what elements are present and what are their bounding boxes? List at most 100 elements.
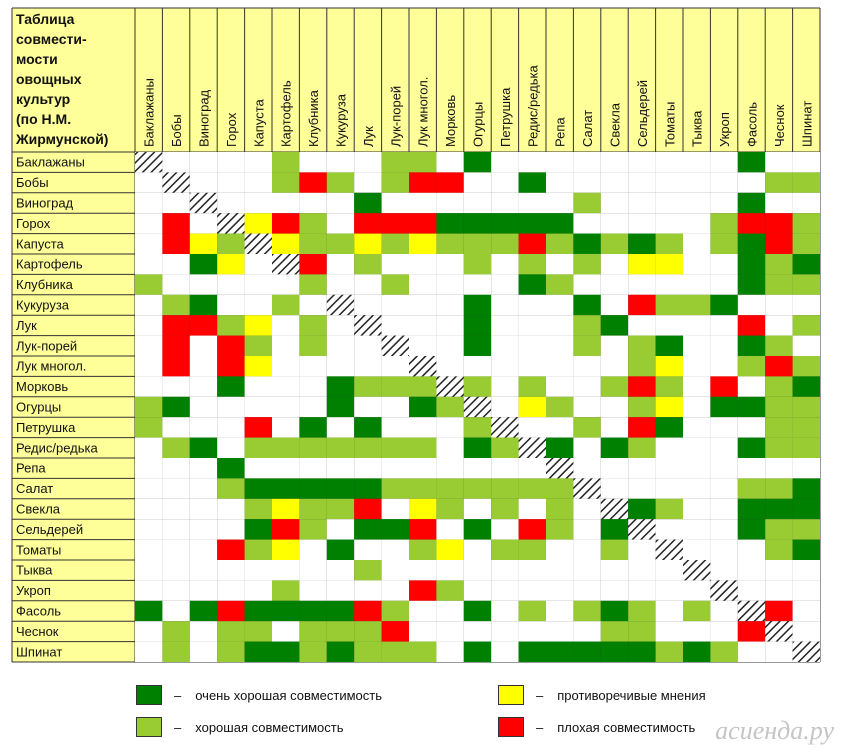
cell-21-15	[518, 560, 546, 581]
cell-6-20	[655, 254, 683, 275]
cell-3-4	[217, 192, 245, 214]
cell-13-21	[683, 396, 711, 418]
cell-19-7	[299, 519, 327, 540]
cell-12-19	[628, 376, 656, 397]
cell-23-10	[381, 600, 409, 622]
cell-12-13	[463, 376, 492, 397]
cell-25-18	[600, 641, 629, 662]
cell-5-18	[600, 233, 629, 254]
cell-2-9	[354, 172, 382, 193]
cell-10-1	[135, 335, 163, 356]
cell-16-1	[135, 458, 163, 479]
cell-14-20	[655, 417, 683, 438]
cell-3-11	[409, 192, 437, 214]
cell-20-8	[326, 539, 355, 560]
cell-24-19	[628, 621, 656, 642]
cell-14-11	[409, 417, 437, 438]
cell-4-16	[546, 213, 574, 234]
cell-14-14	[491, 417, 519, 438]
cell-5-23	[737, 233, 766, 254]
cell-5-3	[189, 233, 218, 254]
legend-label-bad: плохая совместимость	[557, 719, 696, 735]
cell-25-9	[354, 641, 382, 662]
cell-9-23	[737, 315, 766, 336]
cell-25-24	[765, 641, 793, 662]
cell-9-3	[189, 315, 218, 336]
cell-9-6	[272, 315, 300, 336]
cell-5-12	[436, 233, 464, 254]
cell-16-8	[326, 458, 355, 479]
legend-dash: –	[174, 719, 182, 735]
cell-7-4	[217, 274, 245, 295]
cell-4-9	[354, 213, 382, 234]
cell-1-14	[491, 152, 519, 173]
cell-23-23	[737, 600, 766, 622]
cell-16-7	[299, 458, 327, 479]
cell-21-11	[409, 560, 437, 581]
cell-25-5	[244, 641, 272, 662]
cell-6-8	[326, 254, 355, 275]
cell-3-20	[655, 192, 683, 214]
cell-20-25	[792, 539, 820, 560]
cell-15-5	[244, 437, 272, 458]
cell-10-25	[792, 335, 820, 356]
cell-3-3	[189, 192, 218, 214]
cell-2-3	[189, 172, 218, 193]
cell-2-19	[628, 172, 656, 193]
cell-22-6	[272, 580, 300, 601]
row-header-bg	[12, 152, 135, 662]
cell-4-15	[518, 213, 546, 234]
cell-7-16	[546, 274, 574, 295]
cell-23-15	[518, 600, 546, 622]
cell-16-15	[518, 458, 546, 479]
cell-14-12	[436, 417, 464, 438]
cell-11-5	[244, 356, 272, 377]
cell-16-23	[737, 458, 766, 479]
chart-title: Таблица совмести-мости овощных культур (по Н…	[15, 11, 108, 147]
cell-21-18	[600, 560, 629, 581]
cell-10-22	[710, 335, 738, 356]
column-label: Тыква	[690, 110, 705, 147]
cell-14-8	[326, 417, 355, 438]
cell-grid	[135, 152, 820, 662]
cell-3-13	[463, 192, 492, 214]
cell-17-12	[436, 478, 464, 499]
cell-3-22	[710, 192, 738, 214]
cell-8-13	[463, 294, 492, 316]
cell-5-9	[354, 233, 382, 254]
cell-17-1	[135, 478, 163, 499]
cell-13-18	[600, 396, 629, 418]
cell-12-7	[299, 376, 327, 397]
cell-8-22	[710, 294, 738, 316]
cell-21-20	[655, 560, 683, 581]
cell-1-16	[546, 152, 574, 173]
cell-6-24	[765, 254, 793, 275]
cell-6-14	[491, 254, 519, 275]
cell-21-25	[792, 560, 820, 581]
cell-23-18	[600, 600, 629, 622]
cell-1-10	[381, 152, 409, 173]
cell-24-9	[354, 621, 382, 642]
row-label: Горох	[16, 216, 51, 231]
cell-25-14	[491, 641, 519, 662]
cell-19-22	[710, 519, 738, 540]
cell-1-5	[244, 152, 272, 173]
cell-5-25	[792, 233, 820, 254]
cell-8-21	[683, 294, 711, 316]
cell-19-25	[792, 519, 820, 540]
cell-21-12	[436, 560, 464, 581]
cell-1-25	[792, 152, 820, 173]
cell-5-15	[518, 233, 546, 254]
cell-9-8	[326, 315, 355, 336]
cell-14-17	[573, 417, 601, 438]
cell-17-2	[162, 478, 190, 499]
cell-21-16	[546, 560, 574, 581]
cell-11-25	[792, 356, 820, 377]
cell-16-6	[272, 458, 300, 479]
cell-7-1	[135, 274, 163, 295]
cell-15-15	[518, 437, 546, 458]
cell-9-22	[710, 315, 738, 336]
cell-9-16	[546, 315, 574, 336]
cell-12-25	[792, 376, 820, 397]
cell-19-4	[217, 519, 245, 540]
